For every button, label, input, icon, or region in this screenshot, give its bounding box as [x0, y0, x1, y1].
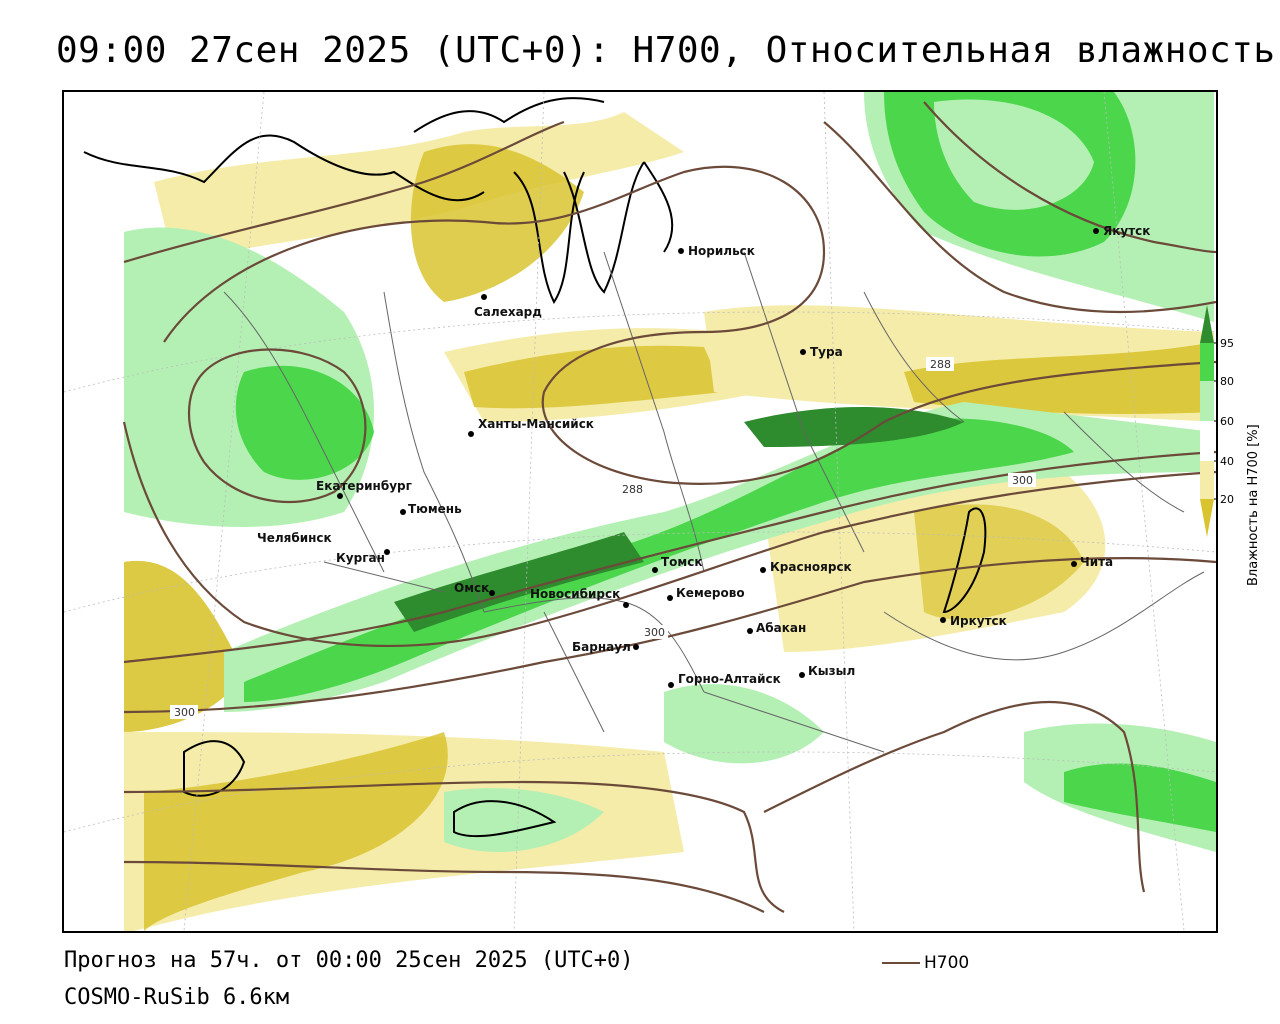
city-label: Новосибирск: [530, 587, 620, 601]
city-dot: [760, 567, 766, 573]
city-label: Кызыл: [808, 664, 855, 678]
city-dot: [337, 493, 343, 499]
city-label: Чита: [1080, 555, 1113, 569]
colorbar-top-arrow: [1200, 305, 1214, 343]
city-label: Кемерово: [676, 586, 745, 600]
city-label: Тура: [810, 345, 843, 359]
map-canvas: 288 288 300 300 300 Норильск Якутск Сале…: [64, 92, 1216, 931]
city-dot: [384, 549, 390, 555]
contour-label: 300: [644, 626, 665, 639]
city-label: Красноярск: [770, 560, 852, 574]
map-title: 09:00 27сен 2025 (UTC+0): H700, Относите…: [56, 30, 1276, 71]
city-label: Барнаул: [572, 640, 631, 654]
city-label: Салехард: [474, 305, 542, 319]
legend-label: H700: [924, 953, 970, 973]
colorbar-bottom-arrow: [1200, 499, 1214, 537]
forecast-info: Прогноз на 57ч. от 00:00 25сен 2025 (UTC…: [64, 948, 634, 973]
colorbar-title: Влажность на H700 [%]: [1246, 424, 1261, 586]
contour-label: 300: [174, 706, 195, 719]
city-dot: [623, 602, 629, 608]
map-area: 288 288 300 300 300 Норильск Якутск Сале…: [62, 90, 1218, 933]
colorbar: 95 80 60 40 20: [1198, 305, 1278, 545]
city-label: Курган: [336, 551, 385, 565]
contour-label: 300: [1012, 474, 1033, 487]
colorbar-tick: 95: [1220, 337, 1234, 350]
city-dot: [747, 628, 753, 634]
city-label: Иркутск: [950, 614, 1007, 628]
city-dot: [1071, 561, 1077, 567]
city-dot: [1093, 228, 1099, 234]
contour-legend: H700: [882, 953, 969, 973]
city-dot: [678, 248, 684, 254]
colorbar-tick: 20: [1220, 493, 1234, 506]
city-label: Абакан: [756, 621, 806, 635]
contour-label: 288: [930, 358, 951, 371]
colorbar-tick: 60: [1220, 415, 1234, 428]
city-label: Якутск: [1103, 224, 1150, 238]
city-dot: [800, 349, 806, 355]
city-dot: [667, 595, 673, 601]
city-dot: [481, 294, 487, 300]
city-label: Омск: [454, 581, 489, 595]
contour-labels: 288 288 300 300 300: [170, 357, 1036, 719]
city-dot: [652, 567, 658, 573]
city-label: Екатеринбург: [316, 479, 412, 493]
city-label: Тюмень: [408, 502, 462, 516]
city-dot: [489, 590, 495, 596]
city-dot: [799, 672, 805, 678]
model-name: COSMO-RuSib 6.6км: [64, 985, 290, 1010]
city-dot: [400, 509, 406, 515]
city-label: Томск: [661, 555, 703, 569]
region-borders: [223, 251, 1205, 753]
city-dot: [940, 617, 946, 623]
city-label: Челябинск: [257, 531, 332, 545]
city-dot: [468, 431, 474, 437]
colorbar-band: [1200, 343, 1214, 381]
city-dot: [668, 682, 674, 688]
city-markers: Норильск Якутск Салехард Тура Ханты-Манс…: [257, 224, 1150, 688]
city-dot: [633, 644, 639, 650]
city-label: Горно-Алтайск: [678, 672, 781, 686]
colorbar-band: [1200, 381, 1214, 421]
contour-label: 288: [622, 483, 643, 496]
city-label: Ханты-Мансийск: [478, 417, 594, 431]
city-label: Норильск: [688, 244, 755, 258]
colorbar-tick: 80: [1220, 375, 1234, 388]
humidity-field: [124, 92, 1216, 931]
legend-line-swatch: [882, 962, 920, 964]
colorbar-band: [1200, 421, 1214, 461]
colorbar-tick: 40: [1220, 455, 1234, 468]
colorbar-band: [1200, 461, 1214, 499]
